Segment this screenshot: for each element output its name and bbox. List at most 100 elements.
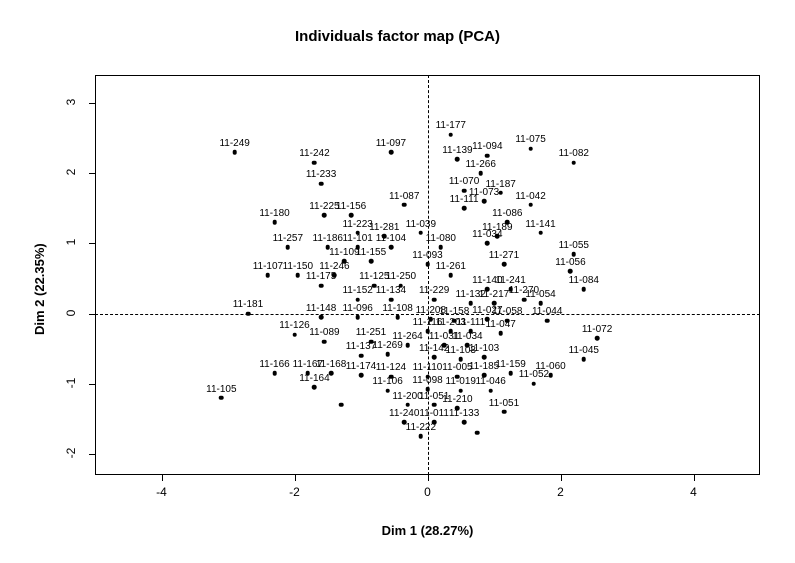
data-point-label: 11-156 (336, 202, 366, 212)
data-point-label: 11-159 (495, 360, 525, 370)
data-point (232, 150, 237, 155)
data-point-label: 11-164 (299, 374, 329, 384)
data-point-label: 11-106 (372, 377, 402, 387)
data-point-label: 11-261 (436, 262, 466, 272)
data-point-label: 11-058 (492, 307, 522, 317)
data-point-label: 11-168 (316, 360, 346, 370)
y-tick-label: 2 (64, 162, 78, 182)
data-point-label: 11-087 (389, 192, 419, 202)
data-point (385, 352, 390, 357)
data-point-label: 11-056 (555, 258, 585, 268)
data-point (369, 259, 374, 264)
data-point (322, 339, 327, 344)
data-point-label: 11-271 (489, 251, 519, 261)
x-tick (561, 475, 562, 481)
x-tick-label: 4 (674, 485, 714, 499)
x-tick (428, 475, 429, 481)
data-point-label: 11-082 (559, 149, 589, 159)
data-point-label: 11-174 (346, 362, 376, 372)
data-point (545, 318, 550, 323)
data-point-label: 11-111 (450, 195, 479, 205)
data-point (572, 160, 577, 165)
data-point (488, 388, 493, 393)
y-tick-label: 1 (64, 232, 78, 252)
data-point-label: 11-093 (412, 251, 442, 261)
data-point (502, 410, 507, 415)
data-point-label: 11-072 (582, 325, 612, 335)
data-point (359, 353, 364, 358)
data-point (246, 311, 251, 316)
data-point (572, 252, 577, 257)
data-point (355, 315, 360, 320)
data-point-label: 11-096 (342, 304, 372, 314)
data-point (355, 297, 360, 302)
data-point-label: 11-229 (419, 286, 449, 296)
y-tick (89, 173, 95, 174)
data-point (502, 262, 507, 267)
data-point-label: 11-155 (356, 248, 386, 258)
data-point (312, 385, 317, 390)
data-point-label: 11-045 (569, 346, 599, 356)
data-point-label: 11-177 (436, 121, 466, 131)
data-point-label: 11-011 (419, 409, 449, 419)
y-tick (89, 243, 95, 244)
data-point (286, 245, 291, 250)
data-point (359, 373, 364, 378)
data-point-label: 11-222 (406, 423, 436, 433)
data-point (402, 203, 407, 208)
data-point (319, 283, 324, 288)
data-point-label: 11-075 (515, 135, 545, 145)
data-point-label: 11-210 (442, 395, 472, 405)
data-point (455, 157, 460, 162)
data-point (292, 332, 297, 337)
data-point-label: 11-139 (442, 146, 472, 156)
data-point (482, 355, 487, 360)
x-tick-label: 2 (541, 485, 581, 499)
data-point (432, 355, 437, 360)
x-tick (694, 475, 695, 481)
data-point (419, 231, 424, 236)
data-point (538, 231, 543, 236)
data-point (385, 388, 390, 393)
data-point-label: 11-103 (469, 344, 499, 354)
data-point (389, 297, 394, 302)
data-point-label: 11-242 (299, 149, 329, 159)
y-tick (89, 314, 95, 315)
data-point-label: 11-110 (413, 363, 443, 373)
data-point-label: 11-105 (206, 385, 236, 395)
data-point-label: 11-034 (472, 230, 502, 240)
data-point (485, 241, 490, 246)
y-tick (89, 454, 95, 455)
x-axis-label: Dim 1 (28.27%) (95, 523, 760, 538)
data-point (462, 420, 467, 425)
data-point-label: 11-104 (376, 234, 406, 244)
data-point-label: 11-141 (525, 220, 555, 230)
data-point-label: 11-251 (356, 328, 386, 338)
data-point (462, 188, 467, 193)
data-point (389, 150, 394, 155)
data-point (395, 315, 400, 320)
data-point (508, 371, 513, 376)
data-point (485, 153, 490, 158)
data-point (405, 343, 410, 348)
data-point-label: 11-055 (559, 241, 589, 251)
data-point-label: 11-166 (259, 360, 289, 370)
data-point (349, 213, 354, 218)
y-tick-label: -1 (64, 373, 78, 393)
y-tick-label: -2 (64, 443, 78, 463)
data-point (581, 357, 586, 362)
data-point-label: 11-266 (465, 160, 495, 170)
data-point-label: 11-098 (412, 376, 442, 386)
data-point-label: 11-094 (472, 142, 502, 152)
data-point (478, 171, 483, 176)
data-point-label: 11-070 (449, 177, 479, 187)
data-point (319, 315, 324, 320)
data-point-label: 11-241 (495, 276, 525, 286)
y-tick (89, 103, 95, 104)
data-point-label: 11-034 (452, 332, 482, 342)
data-point-label: 11-044 (532, 307, 562, 317)
data-point (419, 434, 424, 439)
data-point-label: 11-089 (309, 328, 339, 338)
data-point (528, 203, 533, 208)
data-point-label: 11-107 (253, 262, 283, 272)
